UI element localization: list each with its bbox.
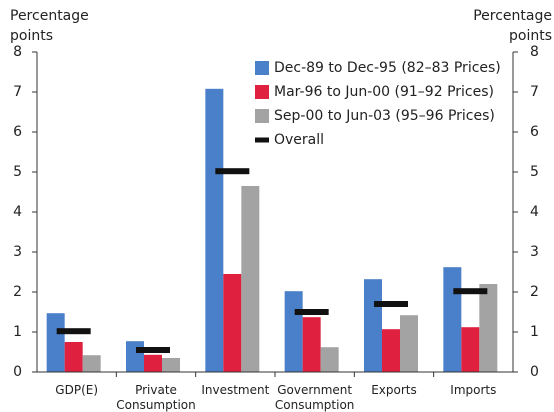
bar	[320, 347, 339, 372]
overall-marker	[136, 347, 170, 353]
bar	[162, 358, 180, 372]
bar	[144, 354, 162, 372]
y2-axis-title: Percentage points	[473, 8, 552, 44]
bar	[126, 341, 144, 372]
legend-label: Mar-96 to Jun-00 (91–92 Prices)	[274, 84, 494, 100]
x-tick-label: Government Consumption	[275, 383, 354, 412]
legend-label: Dec-89 to Dec-95 (82–83 Prices)	[274, 60, 501, 76]
bar	[223, 274, 242, 372]
legend-swatch	[255, 85, 269, 99]
y-tick-label: 2	[13, 284, 22, 300]
overall-marker	[374, 301, 408, 307]
bar	[443, 267, 462, 372]
bar	[461, 327, 480, 372]
overall-marker	[453, 288, 488, 295]
bar	[82, 355, 101, 372]
x-tick-label: Investment	[201, 383, 269, 397]
y2-tick-label: 2	[530, 284, 539, 300]
y2-tick-label: 6	[530, 124, 539, 140]
x-tick-label: GDP(E)	[55, 383, 98, 397]
y-tick-label: 8	[13, 44, 22, 60]
legend-swatch	[255, 109, 269, 123]
bar	[364, 279, 382, 372]
bar	[302, 317, 321, 372]
y-tick-label: 3	[13, 244, 22, 260]
overall-marker	[215, 168, 250, 175]
legend-label: Overall	[274, 132, 324, 148]
x-tick-label: Private Consumption	[116, 383, 195, 412]
y-tick-label: 6	[13, 124, 22, 140]
bar	[382, 329, 400, 372]
y2-tick-label: 7	[530, 84, 539, 100]
bar	[46, 313, 65, 372]
bar	[205, 88, 224, 373]
legend-swatch	[255, 61, 269, 75]
bar	[241, 186, 260, 372]
y-tick-label: 1	[13, 324, 22, 340]
y2-tick-label: 4	[530, 204, 539, 220]
y2-tick-label: 0	[530, 364, 539, 380]
legend-swatch	[255, 137, 269, 143]
y2-tick-label: 8	[530, 44, 539, 60]
overall-marker	[56, 328, 91, 335]
bar	[284, 291, 303, 372]
bar	[400, 315, 418, 372]
y-tick-label: 4	[13, 204, 22, 220]
y2-tick-label: 1	[530, 324, 539, 340]
y2-tick-label: 5	[530, 164, 539, 180]
x-tick-label: Exports	[371, 383, 417, 397]
y2-tick-label: 3	[530, 244, 539, 260]
overall-marker	[294, 309, 329, 315]
y-axis-title: Percentage points	[10, 8, 89, 44]
x-tick-label: Imports	[450, 383, 496, 397]
y-tick-label: 0	[13, 364, 22, 380]
y-tick-label: 5	[13, 164, 22, 180]
bar	[64, 342, 83, 372]
legend-label: Sep-00 to Jun-03 (95–96 Prices)	[274, 108, 495, 124]
bar	[479, 284, 498, 372]
y-tick-label: 7	[13, 84, 22, 100]
